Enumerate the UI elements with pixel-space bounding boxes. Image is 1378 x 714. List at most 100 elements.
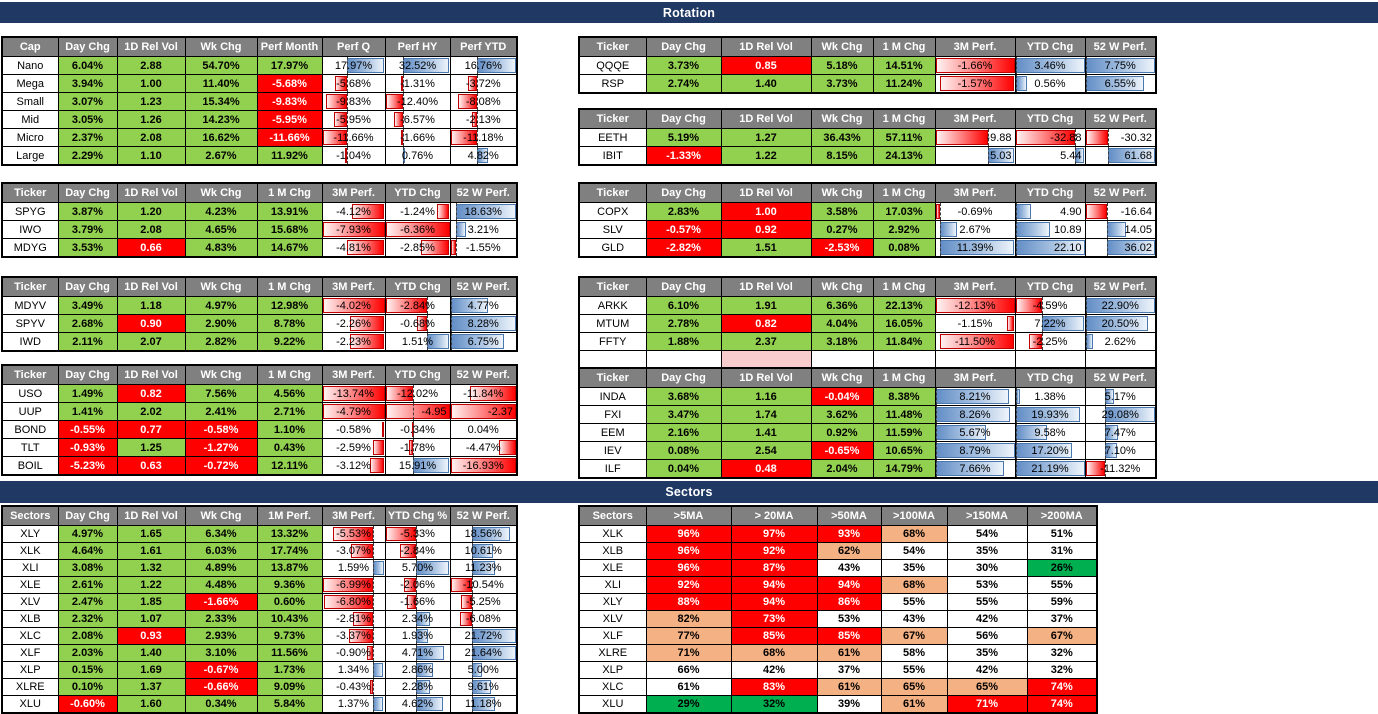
column-header[interactable]: Wk Chg (184, 182, 258, 203)
value-cell[interactable]: 3.49% (57, 296, 118, 315)
databar-cell[interactable]: -4.02% (321, 296, 386, 315)
value-cell[interactable]: -1.27% (184, 438, 258, 457)
column-header[interactable]: Wk Chg (184, 505, 258, 526)
row-label[interactable]: XLP (578, 661, 647, 679)
column-header[interactable]: YTD Chg (1014, 36, 1086, 57)
databar-cell[interactable]: 2.86% (384, 661, 451, 679)
value-cell[interactable]: 1.49% (57, 384, 118, 403)
databar-cell[interactable]: 6.75% (449, 332, 518, 352)
databar-cell[interactable]: 3.46% (1014, 56, 1086, 75)
databar-cell[interactable]: 22.10 (1014, 238, 1086, 258)
column-header[interactable]: Day Chg (57, 182, 118, 203)
column-header[interactable]: >200MA (1026, 505, 1098, 526)
value-cell[interactable]: 0.10% (57, 678, 118, 696)
databar-cell[interactable]: -5.33% (384, 525, 451, 543)
column-header[interactable]: YTD Chg (384, 364, 451, 385)
row-label[interactable]: MDYG (1, 238, 59, 258)
databar-cell[interactable]: -6.80% (321, 593, 386, 611)
row-label[interactable]: USO (1, 384, 59, 403)
databar-cell[interactable]: 1.51% (384, 332, 451, 352)
column-header[interactable]: 52 W Perf. (1084, 36, 1157, 57)
databar-cell[interactable]: -16.93% (449, 456, 518, 476)
value-cell[interactable]: 65% (880, 678, 948, 696)
value-cell[interactable]: 2.61% (57, 576, 118, 594)
value-cell[interactable]: 3.07% (57, 92, 118, 111)
value-cell[interactable]: 2.54 (720, 441, 812, 460)
databar-cell[interactable]: 61.68 (1084, 146, 1157, 166)
row-label[interactable]: Nano (1, 56, 59, 75)
value-cell[interactable]: 87% (730, 559, 818, 577)
row-label[interactable]: RSP (578, 74, 647, 94)
databar-cell[interactable]: 6.55% (1084, 74, 1157, 94)
databar-cell[interactable]: -2.26% (321, 314, 386, 333)
value-cell[interactable]: 1.10% (256, 420, 323, 439)
value-cell[interactable]: 2.32% (57, 610, 118, 628)
databar-cell[interactable]: -2.25% (1014, 332, 1086, 351)
row-label[interactable]: XLY (1, 525, 59, 543)
value-cell[interactable]: 6.34% (184, 525, 258, 543)
value-cell[interactable] (645, 350, 722, 370)
databar-cell[interactable]: -16.64 (1084, 202, 1157, 221)
value-cell[interactable]: 0.08% (645, 441, 722, 460)
value-cell[interactable]: 93% (816, 525, 882, 543)
value-cell[interactable]: 1.00 (720, 202, 812, 221)
row-label[interactable]: IBIT (578, 146, 647, 166)
row-label[interactable]: EEM (578, 423, 647, 442)
column-header[interactable]: 1D Rel Vol (720, 108, 812, 129)
databar-cell[interactable]: 11.23% (449, 559, 518, 577)
column-header[interactable]: 1 M Chg (872, 182, 936, 203)
value-cell[interactable]: 13.91% (256, 202, 323, 221)
value-cell[interactable]: 0.15% (57, 661, 118, 679)
databar-cell[interactable]: 5.67% (934, 423, 1016, 442)
value-cell[interactable]: 1.20 (116, 202, 186, 221)
row-label[interactable]: XLC (1, 627, 59, 645)
databar-cell[interactable]: 0.76% (384, 146, 451, 166)
value-cell[interactable]: 71% (645, 644, 732, 662)
value-cell[interactable]: 2.08 (116, 220, 186, 239)
column-header[interactable]: 1D Rel Vol (720, 367, 812, 388)
value-cell[interactable]: 0.93 (116, 627, 186, 645)
column-header[interactable]: Ticker (578, 182, 647, 203)
value-cell[interactable]: 9.73% (256, 627, 323, 645)
value-cell[interactable]: 2.03% (57, 644, 118, 662)
databar-cell[interactable]: -1.78% (384, 438, 451, 457)
value-cell[interactable]: 2.78% (645, 314, 722, 333)
databar-cell[interactable]: -1.66% (384, 128, 451, 147)
row-label[interactable]: SPYG (1, 202, 59, 221)
value-cell[interactable]: -5.95% (256, 110, 323, 129)
row-label[interactable]: Small (1, 92, 59, 111)
value-cell[interactable]: 11.92% (256, 146, 323, 166)
value-cell[interactable]: 1.40 (720, 74, 812, 94)
databar-cell[interactable]: -1.55% (449, 238, 518, 258)
value-cell[interactable]: 2.08 (116, 128, 186, 147)
value-cell[interactable] (872, 350, 936, 370)
value-cell[interactable]: 11.84% (872, 332, 936, 351)
value-cell[interactable]: 35% (946, 542, 1028, 560)
column-header[interactable]: 1 M Chg (872, 108, 936, 129)
value-cell[interactable]: 1.18 (116, 296, 186, 315)
value-cell[interactable]: 14.23% (184, 110, 258, 129)
column-header[interactable]: Day Chg (57, 364, 118, 385)
value-cell[interactable]: 3.05% (57, 110, 118, 129)
value-cell[interactable]: 92% (730, 542, 818, 560)
databar-cell[interactable]: 2.28% (384, 678, 451, 696)
column-header[interactable]: > 20MA (730, 505, 818, 526)
column-header[interactable]: 3M Perf. (321, 182, 386, 203)
value-cell[interactable]: 2.41% (184, 402, 258, 421)
value-cell[interactable]: 3.58% (810, 202, 874, 221)
value-cell[interactable]: 96% (645, 559, 732, 577)
value-cell[interactable]: -5.23% (57, 456, 118, 476)
databar-cell[interactable]: -4.95 (384, 402, 451, 421)
row-label[interactable]: Micro (1, 128, 59, 147)
row-label[interactable]: Large (1, 146, 59, 166)
value-cell[interactable]: 2.92% (872, 220, 936, 239)
value-cell[interactable]: 10.43% (256, 610, 323, 628)
databar-cell[interactable]: 11.18% (449, 695, 518, 714)
column-header[interactable]: 3M Perf. (934, 367, 1016, 388)
databar-cell[interactable]: 0.56% (1014, 74, 1086, 94)
row-label[interactable]: XLRE (578, 644, 647, 662)
value-cell[interactable]: 14.79% (872, 459, 936, 479)
value-cell[interactable]: 0.92 (720, 220, 812, 239)
value-cell[interactable]: 2.74% (645, 74, 722, 94)
value-cell[interactable]: 2.33% (184, 610, 258, 628)
